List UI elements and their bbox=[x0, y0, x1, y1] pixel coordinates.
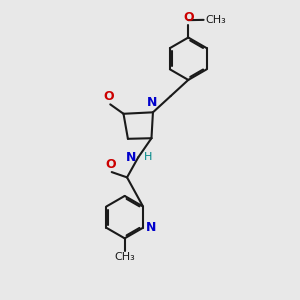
Text: N: N bbox=[125, 152, 136, 164]
Text: O: O bbox=[105, 158, 116, 171]
Text: O: O bbox=[104, 90, 114, 103]
Text: CH₃: CH₃ bbox=[206, 15, 226, 25]
Text: N: N bbox=[146, 221, 156, 234]
Text: N: N bbox=[147, 96, 157, 110]
Text: H: H bbox=[143, 152, 152, 162]
Text: O: O bbox=[183, 11, 194, 24]
Text: CH₃: CH₃ bbox=[114, 252, 135, 262]
